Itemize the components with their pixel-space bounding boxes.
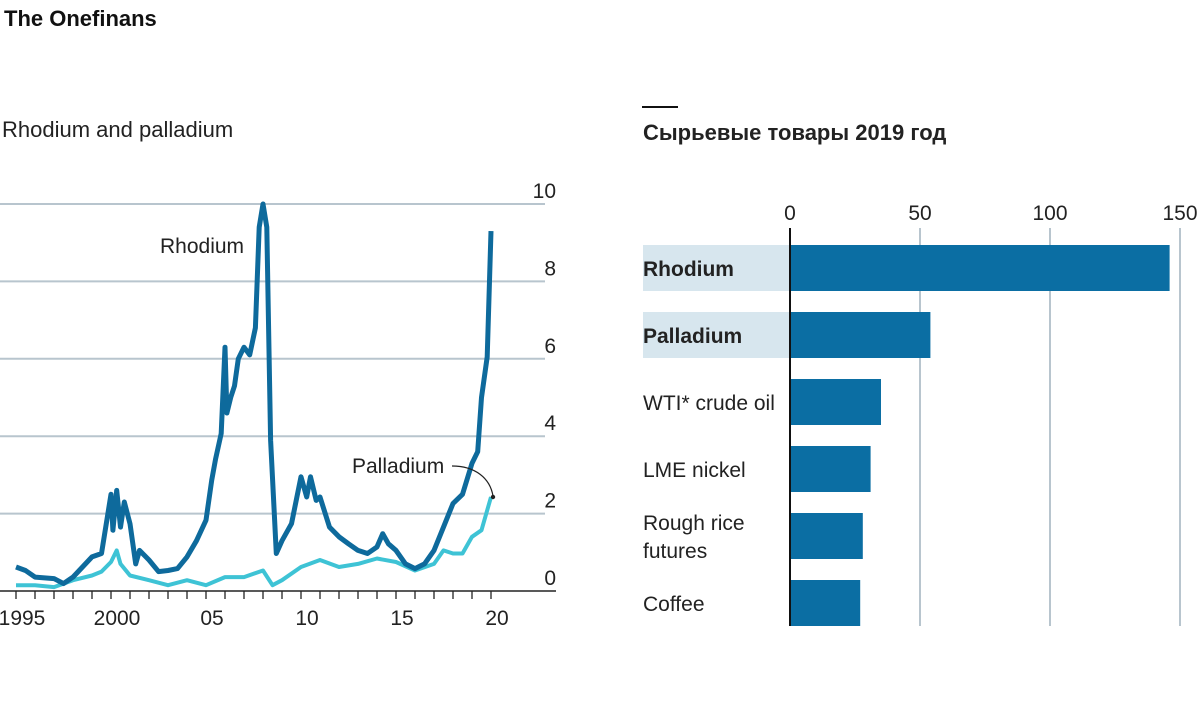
palladium-leader-dot [490,494,496,500]
y-tick-label: 4 [544,412,556,435]
brand-title: The Onefinans [4,6,157,31]
bar [790,379,881,425]
category-label: futures [643,540,707,563]
title-rule [642,106,678,108]
x-tick-label: 20 [485,607,508,630]
category-highlight [643,245,790,291]
x-tick-label: 0 [784,202,796,225]
x-tick-label: 15 [390,607,413,630]
category-highlight [643,312,790,358]
x-tick-label: 50 [908,202,931,225]
bar [790,446,871,492]
x-tick-label: 2000 [94,607,141,630]
x-tick-label: 10 [295,607,318,630]
category-label: Coffee [643,593,705,616]
x-tick-label: 1995 [0,607,45,630]
series-line-rhodium [15,201,494,587]
palladium-annotation: Palladium [352,455,444,478]
right-chart-title: Сырьевые товары 2019 год [643,120,946,145]
bar [790,580,861,626]
category-label: Palladium [643,325,742,348]
category-label: WTI* crude oil [643,392,775,415]
y-tick-label: 2 [544,490,556,513]
y-tick-label: 10 [533,180,556,203]
bar [790,245,1170,291]
x-tick-label: 05 [200,607,223,630]
y-tick-label: 6 [544,335,556,358]
x-tick-label: 150 [1162,202,1197,225]
series-line-palladium [16,496,493,590]
y-tick-label: 0 [544,567,556,590]
category-label: LME nickel [643,459,746,482]
palladium-leader-line [451,465,494,497]
bar [790,513,863,559]
category-label: Rough rice [643,512,745,535]
bar [790,312,931,358]
y-tick-label: 8 [544,257,556,280]
x-tick-label: 100 [1032,202,1067,225]
rhodium-annotation: Rhodium [160,235,244,258]
category-label: Rhodium [643,258,734,281]
left-chart-title: Rhodium and palladium [2,117,233,142]
